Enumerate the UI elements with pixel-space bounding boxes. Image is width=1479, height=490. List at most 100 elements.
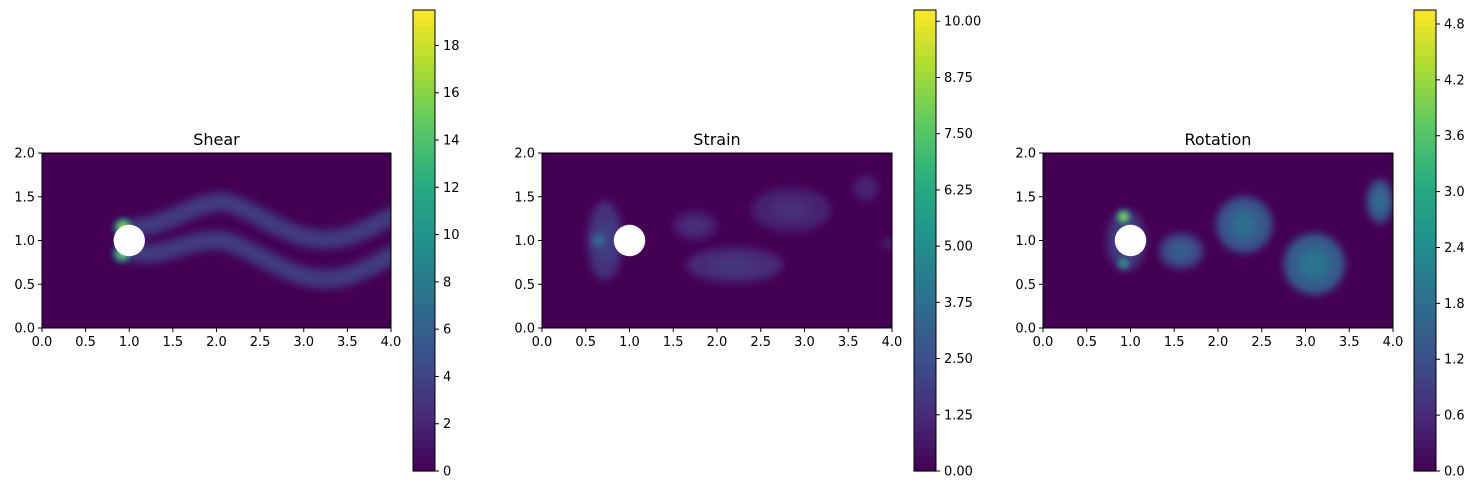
colorbar-segment bbox=[914, 363, 936, 372]
field-patch-core-6 bbox=[1373, 190, 1387, 213]
colorbar-segment bbox=[413, 209, 435, 219]
colorbar-segment bbox=[1414, 371, 1436, 380]
colorbar-segment bbox=[413, 132, 435, 142]
colorbar-segment bbox=[914, 40, 936, 50]
colorbar-segment bbox=[1414, 301, 1436, 311]
colorbar-segment bbox=[1414, 56, 1436, 65]
y-tick-label: 1.0 bbox=[1015, 234, 1036, 249]
colorbar-segment bbox=[413, 17, 435, 26]
colorbar-segment bbox=[1414, 217, 1436, 226]
x-tick-label: 4.0 bbox=[381, 335, 402, 350]
y-tick-label: 1.5 bbox=[14, 190, 35, 205]
colorbar-segment bbox=[1414, 409, 1436, 418]
colorbar-segment bbox=[914, 424, 936, 434]
colorbar-segment bbox=[413, 394, 435, 403]
colorbar-segment bbox=[914, 56, 936, 65]
colorbar-segment bbox=[413, 10, 435, 19]
colorbar-segment bbox=[914, 225, 936, 234]
colorbar-segment bbox=[1414, 94, 1436, 103]
colorbar-segment bbox=[914, 248, 936, 257]
colorbar-tick-label: 0.6 bbox=[1444, 409, 1465, 424]
field-patch-core-2 bbox=[684, 218, 707, 233]
x-tick-label: 1.0 bbox=[1120, 335, 1141, 350]
colorbar-segment bbox=[1414, 325, 1436, 334]
colorbar-segment bbox=[413, 102, 435, 111]
colorbar-segment bbox=[914, 71, 936, 80]
colorbar-segment bbox=[914, 209, 936, 219]
colorbar-segment bbox=[413, 179, 435, 188]
colorbar-segment bbox=[914, 386, 936, 395]
colorbar-segment bbox=[914, 286, 936, 295]
colorbar-segment bbox=[413, 424, 435, 434]
colorbar-segment bbox=[413, 447, 435, 457]
colorbar-segment bbox=[413, 109, 435, 119]
colorbar-segment bbox=[914, 409, 936, 418]
field-patch-core-5 bbox=[1298, 248, 1330, 280]
colorbar-segment bbox=[914, 132, 936, 142]
colorbar-segment bbox=[1414, 240, 1436, 249]
colorbar-segment bbox=[914, 371, 936, 380]
colorbar-segment bbox=[1414, 86, 1436, 96]
colorbar-segment bbox=[914, 186, 936, 195]
x-tick-label: 4.0 bbox=[1383, 335, 1404, 350]
colorbar-segment bbox=[1414, 417, 1436, 426]
colorbar-segment bbox=[1414, 309, 1436, 318]
colorbar-segment bbox=[413, 317, 435, 326]
colorbar-tick-label: 8.75 bbox=[944, 71, 973, 86]
colorbar-tick-label: 1.8 bbox=[1444, 297, 1465, 312]
colorbar-segment bbox=[914, 294, 936, 303]
colorbar-segment bbox=[914, 355, 936, 365]
colorbar-segment bbox=[914, 48, 936, 57]
colorbar-tick-label: 2.4 bbox=[1444, 241, 1465, 256]
colorbar-segment bbox=[914, 394, 936, 403]
colorbar-segment bbox=[914, 301, 936, 311]
colorbar-segment bbox=[413, 63, 435, 73]
colorbar-segment bbox=[1414, 148, 1436, 157]
colorbar-segment bbox=[914, 309, 936, 318]
x-tick-label: 2.0 bbox=[206, 335, 227, 350]
colorbar-segment bbox=[1414, 432, 1436, 441]
x-tick-label: 0.0 bbox=[1033, 335, 1054, 350]
colorbar-segment bbox=[914, 17, 936, 26]
wake-band-core-lower bbox=[134, 236, 391, 283]
colorbar-segment bbox=[914, 263, 936, 272]
colorbar-segment bbox=[914, 102, 936, 111]
colorbar-segment bbox=[413, 271, 435, 280]
colorbar-segment bbox=[413, 409, 435, 418]
colorbar-tick-label: 12 bbox=[443, 181, 460, 196]
y-tick-label: 2.0 bbox=[1015, 147, 1036, 162]
colorbar-segment bbox=[413, 309, 435, 318]
colorbar-segment bbox=[1414, 155, 1436, 165]
colorbar-segment bbox=[914, 340, 936, 349]
colorbar-segment bbox=[1414, 125, 1436, 134]
colorbar-segment bbox=[1414, 394, 1436, 403]
colorbar-segment bbox=[1414, 332, 1436, 341]
chart-title: Strain bbox=[693, 130, 740, 149]
colorbar-tick-label: 6 bbox=[443, 323, 451, 338]
colorbar-segment bbox=[413, 263, 435, 272]
colorbar-segment bbox=[1414, 10, 1436, 19]
colorbar-tick-label: 10.00 bbox=[944, 15, 981, 30]
field-patch-core-5 bbox=[859, 181, 873, 195]
colorbar-segment bbox=[914, 255, 936, 265]
colorbar-segment bbox=[413, 332, 435, 341]
colorbar-segment bbox=[914, 332, 936, 341]
colorbar-segment bbox=[413, 71, 435, 80]
colorbar-segment bbox=[1414, 117, 1436, 126]
colorbar-segment bbox=[914, 155, 936, 165]
field-patch-core-4 bbox=[771, 198, 812, 221]
colorbar-segment bbox=[1414, 401, 1436, 411]
colorbar-segment bbox=[413, 163, 435, 172]
colorbar-segment bbox=[914, 117, 936, 126]
colorbar-segment bbox=[413, 217, 435, 226]
x-tick-label: 1.0 bbox=[119, 335, 140, 350]
colorbar-segment bbox=[914, 148, 936, 157]
field-patch-core-6 bbox=[884, 240, 891, 246]
colorbar-segment bbox=[914, 440, 936, 449]
colorbar-segment bbox=[914, 348, 936, 357]
colorbar-segment bbox=[413, 255, 435, 265]
x-tick-label: 1.5 bbox=[663, 335, 684, 350]
x-tick-label: 0.5 bbox=[75, 335, 96, 350]
colorbar-segment bbox=[1414, 171, 1436, 180]
colorbar-segment bbox=[413, 432, 435, 441]
